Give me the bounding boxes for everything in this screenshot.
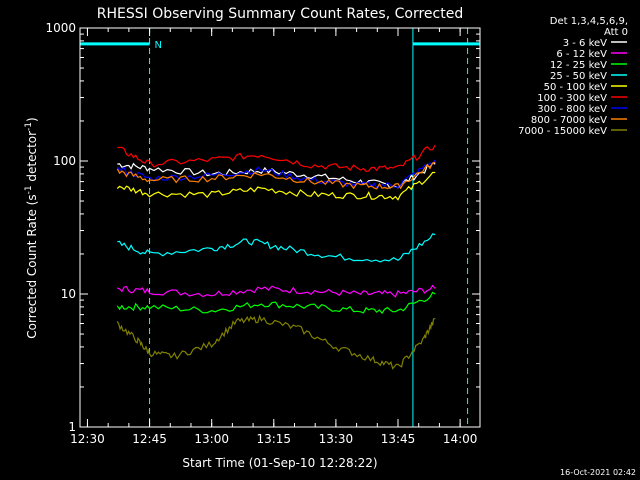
y-axis-label-part1: Corrected Count Rate (s bbox=[25, 194, 39, 338]
y-axis-label-sup2: -1 bbox=[24, 122, 34, 131]
series-line-7000-15000keV bbox=[116, 314, 436, 370]
x-tick-label: 13:30 bbox=[319, 432, 354, 446]
y-tick-label: 100 bbox=[53, 154, 76, 168]
series-line-100-300keV bbox=[117, 144, 436, 172]
legend-entry-label: 50 - 100 keV bbox=[544, 82, 608, 93]
legend-entry-label: 800 - 7000 keV bbox=[531, 115, 607, 126]
legend-entry-label: 25 - 50 keV bbox=[550, 71, 607, 82]
series-line-800-7000keV bbox=[116, 161, 436, 190]
x-tick-label: 13:15 bbox=[256, 432, 291, 446]
legend-entry-label: 6 - 12 keV bbox=[556, 49, 607, 60]
x-tick-label: 12:30 bbox=[70, 432, 105, 446]
plot-frame bbox=[79, 27, 481, 428]
y-axis-label-part2: detector bbox=[25, 131, 39, 186]
legend-entry-label: 100 - 300 keV bbox=[537, 93, 607, 104]
y-tick-label: 10 bbox=[61, 287, 76, 301]
series-line-50-100keV bbox=[116, 171, 436, 201]
footer-date: 16-Oct-2021 02:42 bbox=[560, 468, 636, 477]
x-tick-label: 14:00 bbox=[443, 432, 478, 446]
flag-label: N bbox=[155, 40, 162, 51]
axes: 12:30 12:45 13:00 13:15 13:30 13:45 14:00 1 10 10… bbox=[45, 21, 480, 446]
y-tick-label: 1 bbox=[68, 420, 76, 434]
y-axis-label-part3: ) bbox=[25, 117, 39, 122]
legend-entry-label: 7000 - 15000 keV bbox=[518, 126, 607, 137]
legend-entry-label: 300 - 800 keV bbox=[537, 104, 607, 115]
y-axis-label: Corrected Count Rate (s-1 detector-1) bbox=[24, 117, 39, 338]
series-line-6-12keV bbox=[117, 284, 436, 298]
legend-header: Det 1,3,4,5,6,9, bbox=[550, 16, 628, 27]
legend-entry-label: 12 - 25 keV bbox=[550, 60, 607, 71]
x-tick-label: 13:00 bbox=[194, 432, 229, 446]
chart-title: RHESSI Observing Summary Count Rates, Co… bbox=[97, 6, 463, 22]
series-line-25-50keV bbox=[117, 233, 436, 263]
y-axis-label-sup1: -1 bbox=[24, 185, 34, 194]
series-line-12-25keV bbox=[116, 291, 436, 315]
legend-entry-label: 3 - 6 keV bbox=[563, 38, 607, 49]
x-axis-label: Start Time (01-Sep-10 12:28:22) bbox=[182, 456, 377, 470]
x-tick-label: 12:45 bbox=[132, 432, 167, 446]
legend-header: Att 0 bbox=[604, 27, 628, 38]
x-tick-label: 13:45 bbox=[381, 432, 416, 446]
y-tick-label: 1000 bbox=[45, 21, 76, 35]
series-line-300-800keV bbox=[116, 159, 436, 190]
plot-area: N bbox=[79, 28, 480, 427]
